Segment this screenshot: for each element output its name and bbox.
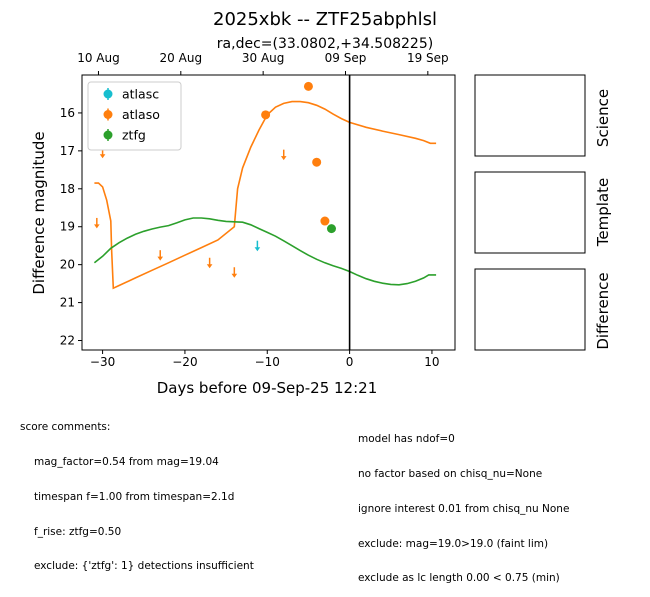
model-curve-atlaso [94, 100, 437, 290]
score-comment-line: exclude: {'ztfg': 1} detections insuffic… [34, 560, 254, 573]
x-axis-label: Days before 09-Sep-25 12:21 [157, 379, 378, 397]
upper-limit-arrow [231, 267, 238, 278]
detection-point [312, 157, 322, 167]
detection-point [320, 216, 330, 226]
x-tick-label: −30 [90, 355, 115, 369]
upper-limit-head [94, 224, 100, 229]
detection-point [261, 110, 271, 120]
upper-limit-head [206, 264, 213, 269]
legend-label: atlasc [122, 87, 159, 102]
science-panel [474, 74, 586, 157]
model-comment-line: no factor based on chisq_nu=None [358, 467, 543, 480]
model-comment-line: ignore interest 0.01 from chisq_nu None [358, 502, 570, 515]
detection-point [326, 224, 336, 234]
upper-limit-arrow [157, 250, 164, 261]
y-axis-label: Difference magnitude [30, 131, 48, 294]
chart-title: 2025xbk -- ZTF25abphlsl [213, 9, 437, 30]
top-tick-label: 10 Aug [77, 51, 120, 65]
model-comment-line: model has ndof=0 [358, 433, 455, 446]
model-comments: model has ndof=0 no factor based on chis… [358, 411, 569, 597]
x-tick-label: 0 [346, 355, 354, 369]
top-tick-label: 30 Aug [242, 51, 285, 65]
y-tick-label: 17 [60, 144, 75, 158]
upper-limit-head [254, 247, 261, 252]
upper-limit-arrow [254, 240, 261, 252]
legend: atlasc atlaso ztfg [87, 81, 182, 151]
score-comment-line: f_rise: ztfg=0.50 [34, 525, 122, 538]
y-tick-label: 19 [60, 220, 75, 234]
score-comments: score comments: mag_factor=0.54 from mag… [20, 399, 254, 585]
difference-panel [474, 268, 586, 351]
legend-marker [103, 89, 113, 99]
figure: 2025xbk -- ZTF25abphlsl ra,dec=(33.0802,… [30, 9, 612, 397]
science-panel-label: Science [594, 89, 612, 147]
model-comment-line: exclude: mag=19.0>19.0 (faint lim) [358, 537, 549, 550]
y-tick-label: 21 [60, 296, 75, 310]
legend-label: atlaso [122, 107, 160, 122]
x-tick-label: −10 [255, 355, 280, 369]
x-tick-label: −20 [172, 355, 197, 369]
model-curve-ztfg [93, 217, 437, 286]
y-tick-label: 20 [60, 258, 75, 272]
plot-data [93, 75, 437, 350]
legend-marker [103, 110, 113, 119]
template-panel [474, 171, 586, 254]
template-panel-label: Template [594, 178, 612, 247]
top-tick-label: 19 Sep [407, 51, 449, 65]
difference-panel-label: Difference [594, 272, 612, 349]
upper-limit-head [157, 256, 164, 261]
x-tick-label: 10 [424, 355, 439, 369]
y-tick-label: 16 [60, 106, 75, 120]
upper-limit-head [231, 273, 238, 278]
upper-limit-arrow [206, 257, 213, 269]
top-tick-label: 20 Aug [160, 51, 203, 65]
upper-limit-head [280, 156, 287, 161]
upper-limit-head [99, 154, 106, 159]
chart-subtitle: ra,dec=(33.0802,+34.508225) [217, 36, 433, 52]
upper-limit-arrow [280, 149, 287, 161]
score-comment-line: mag_factor=0.54 from mag=19.04 [34, 455, 219, 468]
y-tick-label: 18 [60, 182, 75, 196]
legend-label: ztfg [122, 128, 146, 143]
top-tick-label: 09 Sep [325, 51, 367, 65]
score-comment-line: timespan f=1.00 from timespan=2.1d [34, 490, 235, 503]
detection-point [303, 81, 313, 91]
model-comment-line: exclude as lc length 0.00 < 0.75 (min) [358, 572, 560, 585]
legend-marker [103, 130, 113, 140]
y-tick-label: 22 [60, 334, 75, 348]
upper-limit-arrow [94, 217, 100, 229]
score-comments-heading: score comments: [20, 421, 111, 434]
